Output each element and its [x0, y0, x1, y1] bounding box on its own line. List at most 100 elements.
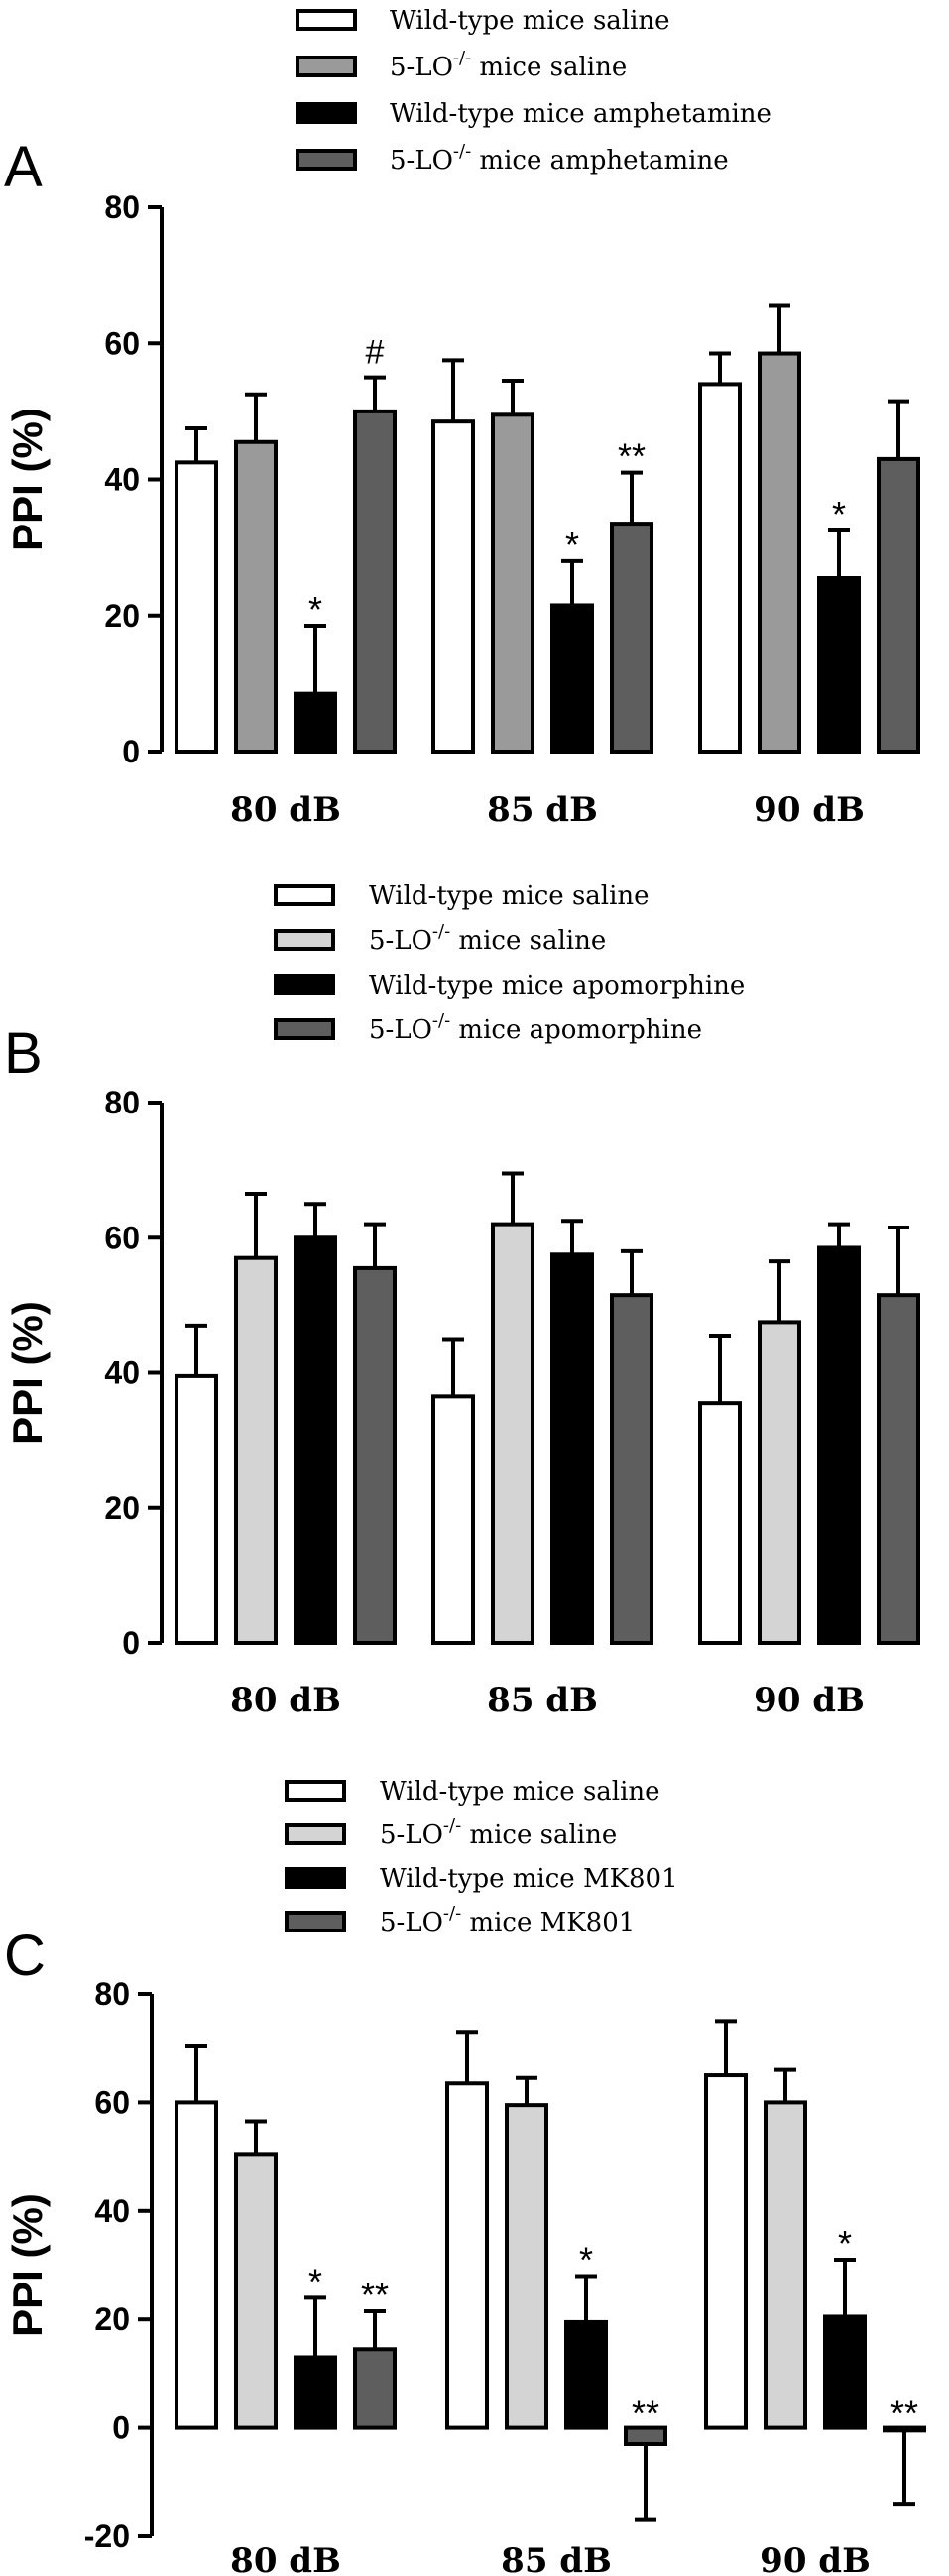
legend-label-text: Wild-type mice saline [380, 1777, 660, 1807]
legend-swatch [285, 1823, 346, 1845]
legend-label-superscript: -/- [443, 1903, 461, 1924]
bar [704, 2073, 748, 2430]
bar [758, 1320, 801, 1645]
significance-mark: * [565, 525, 579, 565]
legend-label-text: mice apomorphine [450, 1015, 702, 1045]
legend-label-text: mice MK801 [461, 1908, 635, 1937]
bar [610, 1293, 653, 1645]
legend-label-text: 5-LO [380, 1908, 443, 1937]
bar [294, 1235, 337, 1645]
panel-letter: B [4, 1021, 43, 1086]
legend-label-text: Wild-type mice apomorphine [369, 971, 745, 1000]
significance-mark: * [308, 2261, 322, 2301]
legend-label: 5-LO-/- mice MK801 [380, 1903, 635, 1937]
legend-label-text: mice saline [471, 53, 627, 82]
panel-letter: A [4, 135, 43, 199]
legend-label-superscript: -/- [453, 141, 471, 162]
legend-label-superscript: -/- [432, 921, 450, 942]
bar [234, 2152, 278, 2430]
legend-label-text: Wild-type mice MK801 [380, 1864, 678, 1894]
x-category-label: 85 dB [501, 2541, 612, 2576]
y-tick-label: 60 [104, 1220, 140, 1255]
legend-label: 5-LO-/- mice saline [390, 48, 627, 82]
y-tick-label: 60 [104, 325, 140, 361]
legend-label: Wild-type mice apomorphine [369, 971, 745, 1000]
legend-label: 5-LO-/- mice apomorphine [369, 1010, 702, 1045]
legend-swatch [285, 1780, 346, 1802]
panel-letter: C [4, 1924, 46, 1988]
significance-mark: ** [632, 2394, 659, 2434]
legend-swatch [296, 56, 357, 77]
legend-label-text: mice saline [450, 926, 606, 956]
significance-mark: # [366, 334, 385, 372]
bar [234, 439, 278, 754]
bar [758, 351, 801, 754]
y-tick-label: 80 [104, 189, 140, 225]
bar [353, 1265, 397, 1645]
y-tick-label: 40 [104, 1355, 140, 1391]
x-category-label: 85 dB [487, 1681, 598, 1720]
legend-label-text: 5-LO [380, 1820, 443, 1850]
bar [564, 2319, 608, 2430]
x-category-label: 90 dB [754, 790, 865, 830]
x-category-label: 80 dB [230, 790, 341, 830]
legend-label: 5-LO-/- mice amphetamine [390, 141, 729, 176]
x-category-label: 90 dB [760, 2541, 871, 2576]
legend-swatch [274, 974, 335, 995]
bar [698, 382, 742, 754]
legend-label: 5-LO-/- mice saline [369, 921, 606, 956]
y-tick-label: 80 [94, 1976, 130, 2012]
bar [505, 2103, 548, 2430]
y-tick-label: 80 [104, 1085, 140, 1120]
legend-swatch [274, 1018, 335, 1040]
significance-mark: ** [890, 2394, 918, 2434]
y-tick-label: -20 [84, 2518, 130, 2554]
significance-mark: ** [361, 2275, 389, 2315]
bar [353, 2347, 397, 2430]
y-axis-label: PPI (%) [4, 1301, 51, 1445]
legend-label-text: 5-LO [390, 53, 453, 82]
bar [431, 1394, 475, 1645]
bar [698, 1401, 742, 1645]
y-tick-label: 40 [94, 2193, 130, 2229]
legend-swatch [274, 929, 335, 951]
legend-label: Wild-type mice amphetamine [390, 99, 771, 129]
y-axis-label: PPI (%) [4, 408, 51, 551]
y-tick-label: 60 [94, 2084, 130, 2120]
bar [877, 1293, 920, 1645]
legend-label: 5-LO-/- mice saline [380, 1815, 617, 1850]
significance-mark: * [579, 2239, 593, 2280]
bar [175, 460, 218, 754]
y-tick-label: 0 [122, 734, 140, 769]
bar [445, 2081, 489, 2430]
y-tick-label: 20 [94, 2301, 130, 2337]
x-category-label: 80 dB [230, 1681, 341, 1720]
legend-label-text: mice amphetamine [471, 146, 728, 176]
bar [550, 603, 594, 754]
y-tick-label: 0 [112, 2410, 130, 2446]
legend-label-text: 5-LO [369, 1015, 432, 1045]
bar [877, 456, 920, 754]
legend-swatch [296, 102, 357, 124]
legend-label: Wild-type mice MK801 [380, 1864, 678, 1894]
significance-mark: ** [618, 436, 646, 477]
legend-label-text: mice saline [461, 1820, 617, 1850]
legend-swatch [274, 884, 335, 906]
legend-swatch [296, 149, 357, 171]
bar [234, 1255, 278, 1645]
bar [823, 2314, 867, 2430]
bar [491, 412, 534, 754]
bar [817, 1245, 861, 1645]
legend-label-text: Wild-type mice amphetamine [390, 99, 771, 129]
legend-label-superscript: -/- [432, 1010, 450, 1031]
y-tick-label: 20 [104, 1490, 140, 1526]
x-category-label: 85 dB [487, 790, 598, 830]
legend-swatch [285, 1867, 346, 1889]
bar [610, 522, 653, 755]
bar [294, 2355, 337, 2430]
legend-label: Wild-type mice saline [369, 881, 650, 911]
bar [294, 691, 337, 755]
